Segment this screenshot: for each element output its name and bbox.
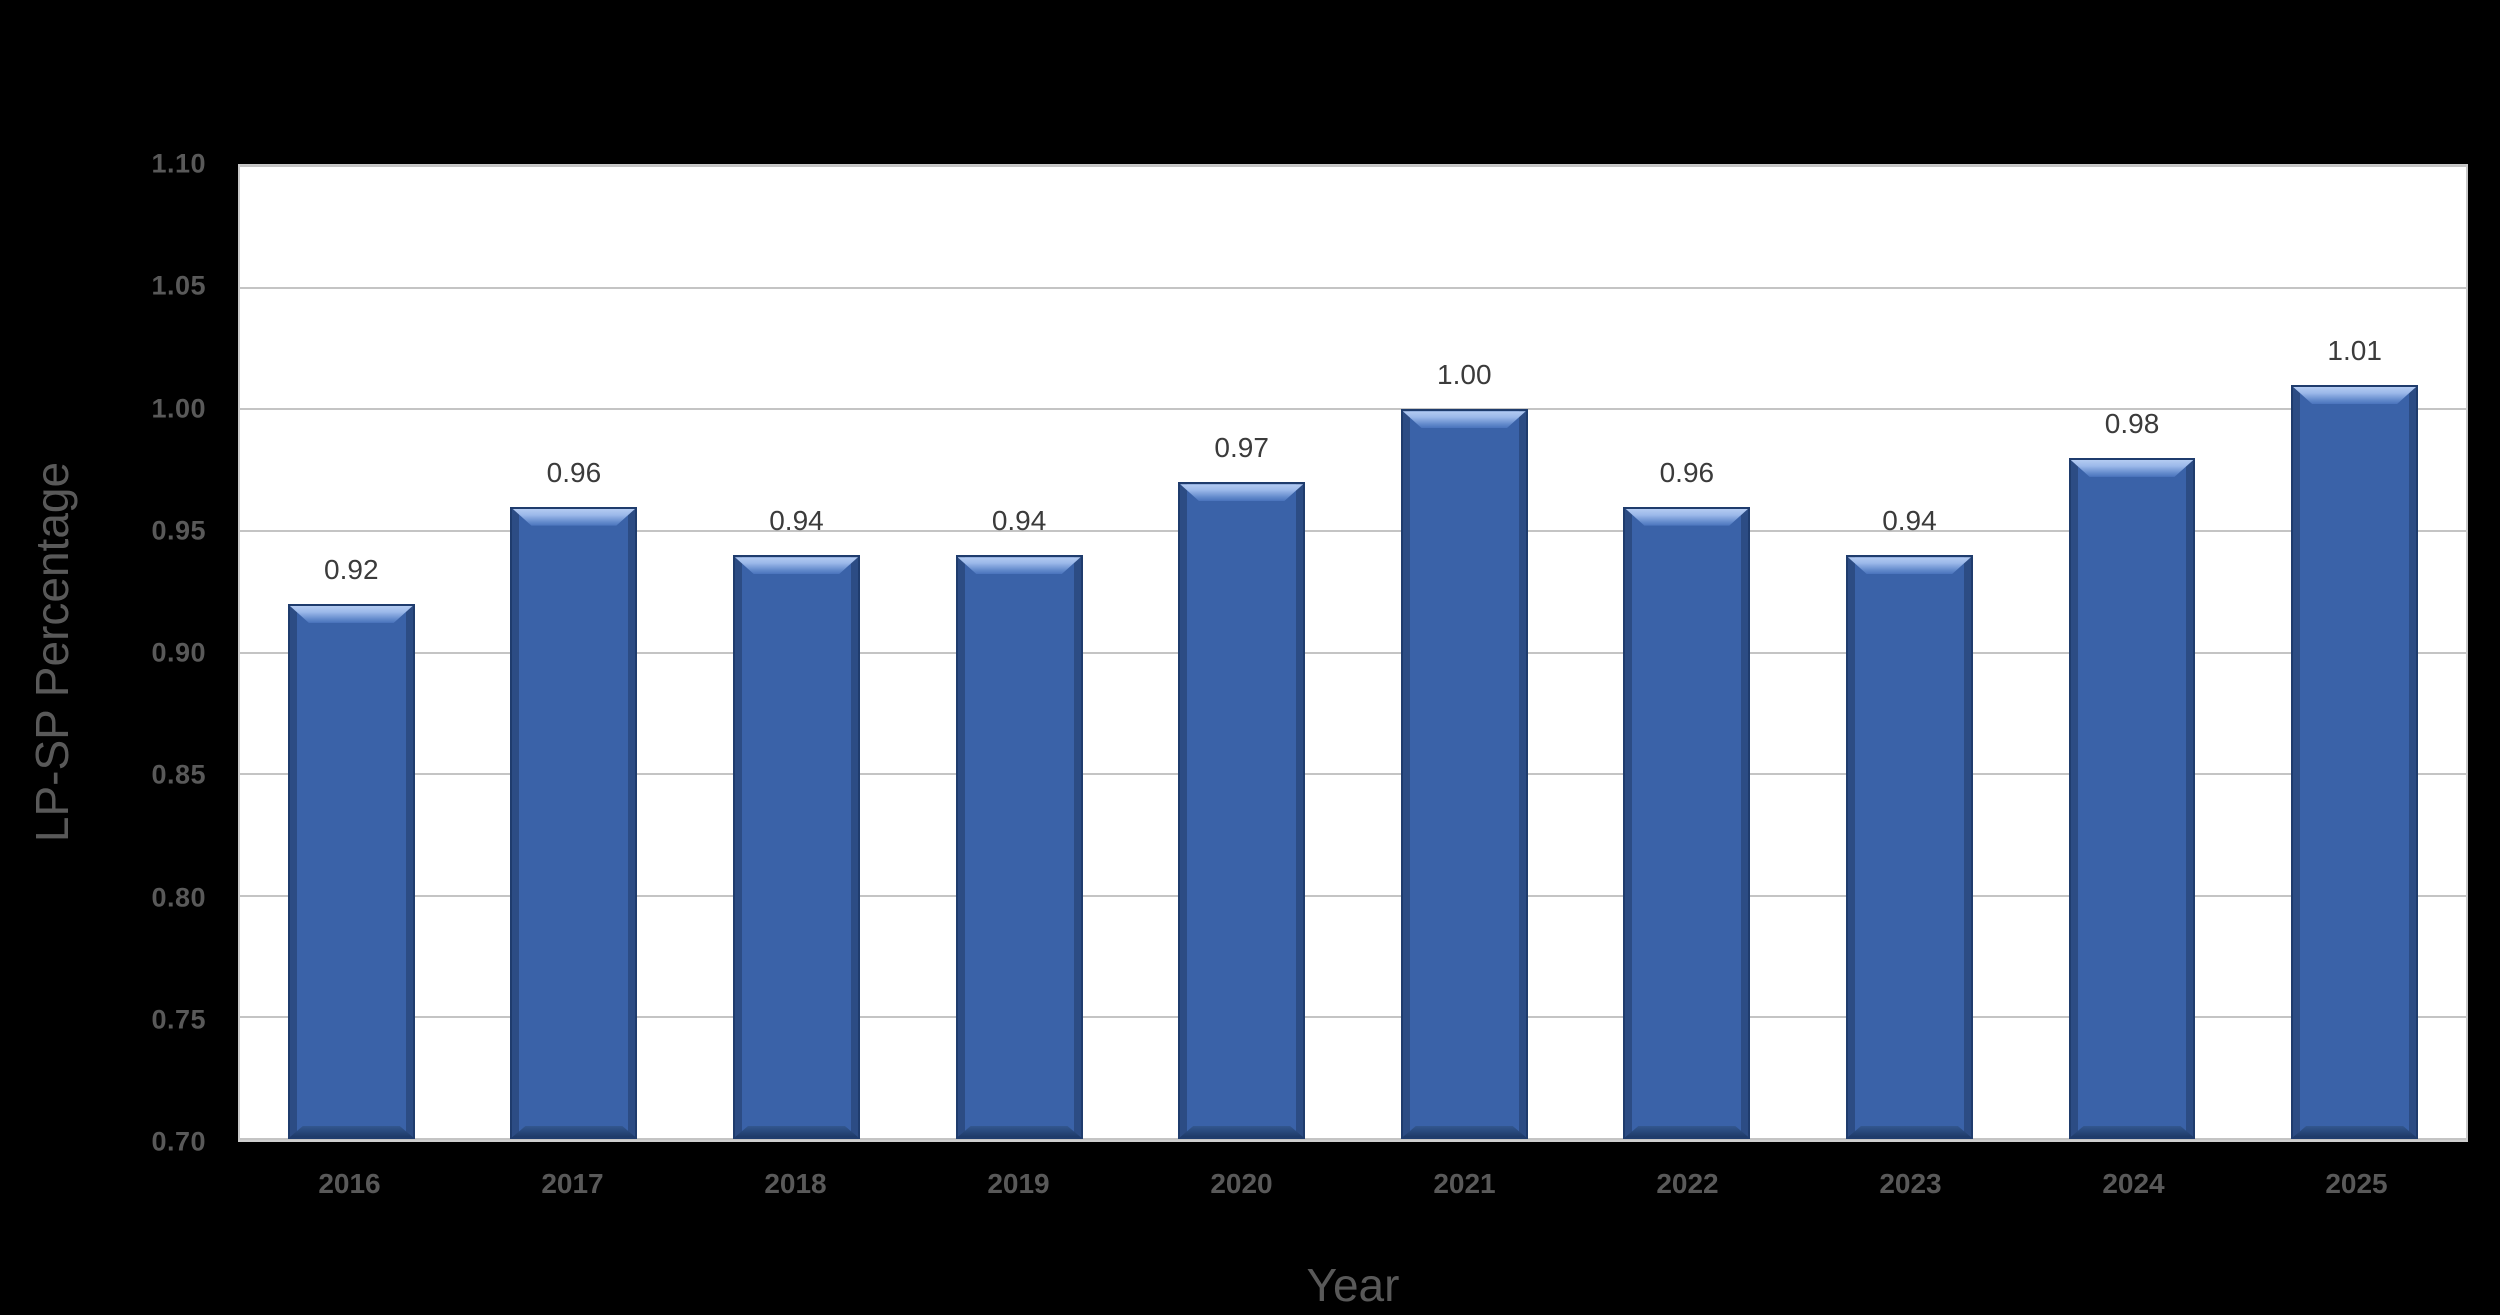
gridline	[240, 773, 2466, 776]
x-tick-label: 2022	[1656, 1168, 1719, 1199]
gridline	[240, 165, 2466, 167]
bar-slot: 1.01	[2243, 166, 2466, 1139]
y-tick-label: 0.85	[151, 759, 206, 790]
x-tick-label: 2016	[318, 1168, 381, 1199]
bar-value-label: 1.01	[2327, 335, 2382, 367]
bar	[1400, 409, 1528, 1139]
gridline	[240, 1016, 2466, 1019]
x-tick-label: 2019	[987, 1168, 1050, 1199]
bar-value-label: 0.98	[2104, 408, 2160, 440]
bar-slot: 0.96	[1576, 166, 1799, 1139]
gridline	[240, 529, 2466, 532]
bar	[287, 603, 415, 1139]
y-tick-label: 1.05	[151, 270, 206, 301]
bar-value-label: 0.92	[324, 554, 379, 586]
y-tick-label: 0.80	[151, 882, 206, 912]
bar-slot: 0.97	[1130, 166, 1353, 1139]
bar	[955, 555, 1083, 1139]
bar-slot: 0.92	[240, 166, 463, 1139]
bar	[2291, 384, 2419, 1139]
bars-layer: 0.92 0.96 0.94 0.94 0.97 1.00 0.96 0.94 0.98 1.01	[240, 166, 2466, 1139]
y-tick-label: 1.00	[151, 393, 206, 423]
y-tick-label: 0.95	[151, 515, 206, 546]
y-axis-title: LP-SP Percentage	[26, 461, 78, 843]
x-tick-label: 2024	[2102, 1168, 2165, 1199]
x-tick-label: 2018	[764, 1168, 827, 1199]
bar-slot: 0.94	[685, 166, 908, 1139]
bar-value-label: 0.94	[991, 505, 1047, 537]
bar-slot: 0.94	[908, 166, 1131, 1139]
bar	[510, 506, 638, 1139]
x-tick-label: 2025	[2325, 1168, 2388, 1199]
bar-value-label: 0.94	[769, 505, 824, 537]
bar-slot: 0.98	[2021, 166, 2244, 1139]
gridline	[240, 286, 2466, 289]
x-tick-label: 2021	[1433, 1168, 1496, 1199]
bar-slot: 0.94	[1798, 166, 2021, 1139]
gridline	[240, 1138, 2466, 1140]
bar-value-label: 0.97	[1214, 432, 1269, 464]
y-tick-label: 0.90	[151, 637, 206, 668]
bar	[733, 555, 860, 1139]
x-axis-title: Year	[1306, 1259, 1400, 1311]
bar	[1178, 482, 1306, 1139]
plot-area: 0.92 0.96 0.94 0.94 0.97 1.00 0.96 0.94 0.98 1.01	[238, 164, 2468, 1142]
x-tick-label: 2017	[541, 1168, 604, 1199]
bar-value-label: 0.96	[546, 456, 602, 488]
y-tick-label: 0.75	[151, 1004, 206, 1035]
bar-slot: 0.96	[463, 166, 686, 1139]
bar	[1846, 555, 1973, 1139]
x-tick-label: 2023	[1879, 1168, 1942, 1199]
bar-value-label: 0.94	[1882, 505, 1937, 537]
bar-slot: 1.00	[1353, 166, 1576, 1139]
gridline	[240, 408, 2466, 411]
x-axis-tick-labels: 2016 2017 2018 2019 2020 2021 2022 2023 2024 2025	[238, 1168, 2468, 1212]
y-tick-label: 0.70	[151, 1126, 206, 1157]
bar-value-label: 0.96	[1659, 456, 1715, 488]
y-tick-label: 1.10	[151, 148, 206, 179]
bar-value-label: 1.00	[1437, 359, 1492, 391]
gridline	[240, 651, 2466, 654]
y-axis-tick-labels: 1.10 1.05 1.00 0.95 0.90 0.85 0.80 0.75 0.70	[0, 149, 206, 1157]
gridline	[240, 894, 2466, 897]
bar	[2068, 457, 2196, 1139]
x-tick-label: 2020	[1210, 1168, 1273, 1199]
bar	[1623, 506, 1751, 1139]
